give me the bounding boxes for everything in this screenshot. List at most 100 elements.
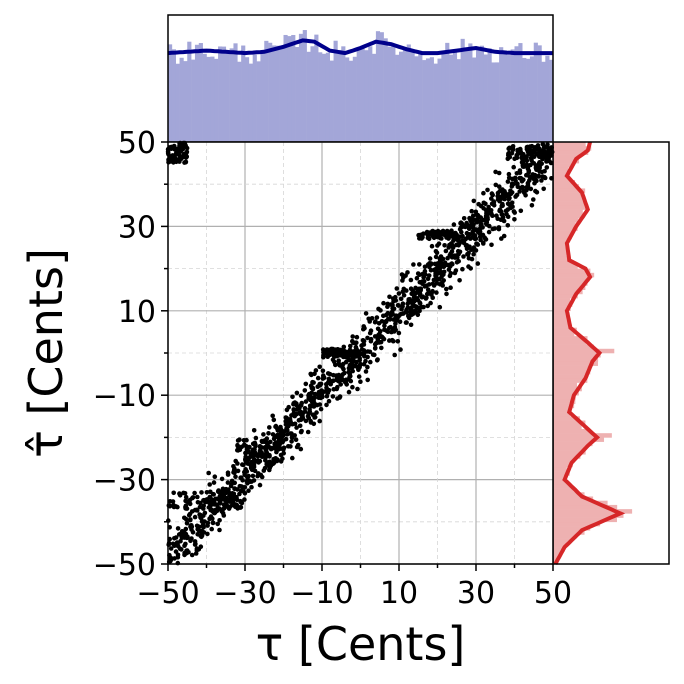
top-hist-bar bbox=[241, 45, 246, 142]
scatter-point bbox=[348, 378, 354, 384]
scatter-point bbox=[318, 406, 324, 412]
top-hist-bar bbox=[514, 46, 519, 143]
scatter-point bbox=[246, 488, 251, 494]
scatter-point bbox=[404, 288, 409, 293]
scatter-point bbox=[382, 327, 387, 333]
scatter-point bbox=[173, 549, 179, 554]
top-hist-bar bbox=[237, 61, 242, 142]
scatter-point bbox=[225, 472, 231, 477]
right-hist-bar bbox=[553, 260, 574, 265]
scatter-point bbox=[515, 181, 520, 187]
right-hist-bar bbox=[553, 458, 575, 464]
scatter-point bbox=[208, 507, 213, 513]
scatter-point bbox=[455, 236, 461, 241]
right-hist-bar bbox=[553, 386, 582, 392]
scatter-point bbox=[198, 544, 204, 549]
scatter-point bbox=[184, 154, 189, 160]
scatter-point bbox=[509, 150, 515, 156]
scatter-point bbox=[469, 208, 475, 214]
scatter-point bbox=[387, 294, 392, 300]
top-hist-bar bbox=[472, 57, 477, 142]
scatter-point bbox=[232, 470, 237, 476]
scatter-point bbox=[297, 423, 303, 429]
top-hist-bar bbox=[360, 47, 365, 142]
top-hist-bar bbox=[202, 53, 207, 142]
scatter-point bbox=[365, 364, 370, 370]
scatter-point bbox=[231, 464, 236, 469]
scatter-point bbox=[280, 456, 285, 461]
scatter-point bbox=[243, 454, 248, 460]
scatter-point bbox=[245, 478, 251, 484]
scatter-point bbox=[268, 439, 273, 445]
top-hist-bar bbox=[468, 43, 473, 142]
scatter-point bbox=[330, 394, 336, 399]
scatter-point bbox=[443, 248, 449, 254]
scatter-point bbox=[372, 319, 378, 325]
scatter-point bbox=[170, 156, 175, 161]
scatter-point bbox=[179, 529, 185, 534]
scatter-point bbox=[298, 446, 304, 452]
right-hist-bar bbox=[553, 353, 601, 358]
scatter-point bbox=[440, 283, 446, 288]
right-hist-bar bbox=[553, 348, 615, 354]
scatter-point bbox=[381, 336, 387, 342]
right-hist-bar bbox=[553, 285, 586, 290]
top-hist-bar bbox=[502, 50, 508, 143]
scatter-point bbox=[197, 504, 203, 510]
top-hist-bar bbox=[383, 38, 388, 142]
scatter-point bbox=[268, 463, 274, 468]
scatter-point bbox=[444, 286, 449, 292]
scatter-point bbox=[201, 524, 206, 530]
scatter-point bbox=[412, 293, 417, 299]
scatter-point bbox=[425, 287, 431, 292]
top-hist-bar bbox=[433, 63, 438, 142]
scatter-point bbox=[430, 228, 436, 234]
top-kde-curve bbox=[167, 38, 553, 56]
scatter-point bbox=[234, 502, 239, 508]
scatter-point bbox=[291, 402, 296, 407]
scatter-point bbox=[261, 432, 266, 437]
scatter-point bbox=[424, 291, 430, 297]
scatter-point bbox=[413, 285, 418, 291]
scatter-point bbox=[445, 229, 450, 235]
scatter-point bbox=[368, 328, 374, 334]
right-hist-bar bbox=[553, 239, 569, 244]
scatter-point bbox=[210, 500, 216, 506]
scatter-point bbox=[357, 357, 363, 363]
scatter-point bbox=[303, 399, 309, 404]
scatter-point bbox=[238, 505, 244, 510]
scatter-point bbox=[195, 532, 200, 537]
right-hist-bar bbox=[553, 521, 601, 527]
scatter-point bbox=[182, 550, 187, 556]
top-hist-bar bbox=[252, 54, 257, 142]
scatter-point bbox=[442, 243, 447, 248]
scatter-point bbox=[528, 186, 534, 192]
right-hist-bar bbox=[553, 298, 571, 303]
scatter-point bbox=[315, 375, 321, 381]
scatter-point bbox=[525, 144, 530, 150]
right-hist-bar bbox=[553, 327, 577, 333]
scatter-point bbox=[489, 201, 495, 206]
y-tick-label: −10 bbox=[93, 379, 156, 414]
top-hist-bar bbox=[214, 58, 219, 142]
scatter-point bbox=[237, 491, 242, 497]
right-hist-bar bbox=[553, 479, 567, 485]
scatter-point bbox=[257, 482, 263, 488]
scatter-point bbox=[511, 209, 517, 214]
x-tick-label: 10 bbox=[380, 576, 418, 611]
scatter-point bbox=[259, 439, 265, 445]
scatter-point bbox=[542, 168, 547, 174]
scatter-point bbox=[260, 452, 265, 458]
scatter-point bbox=[510, 182, 516, 187]
scatter-point bbox=[286, 444, 291, 449]
scatter-point bbox=[372, 334, 378, 339]
scatter-point bbox=[531, 197, 536, 202]
top-hist-bar bbox=[533, 42, 538, 142]
scatter-point bbox=[244, 460, 249, 465]
scatter-point bbox=[453, 268, 459, 273]
top-hist-bar bbox=[171, 49, 176, 142]
scatter-point bbox=[251, 428, 257, 433]
right-hist-bar bbox=[553, 513, 624, 518]
scatter-point bbox=[457, 226, 463, 232]
scatter-point bbox=[414, 275, 420, 281]
